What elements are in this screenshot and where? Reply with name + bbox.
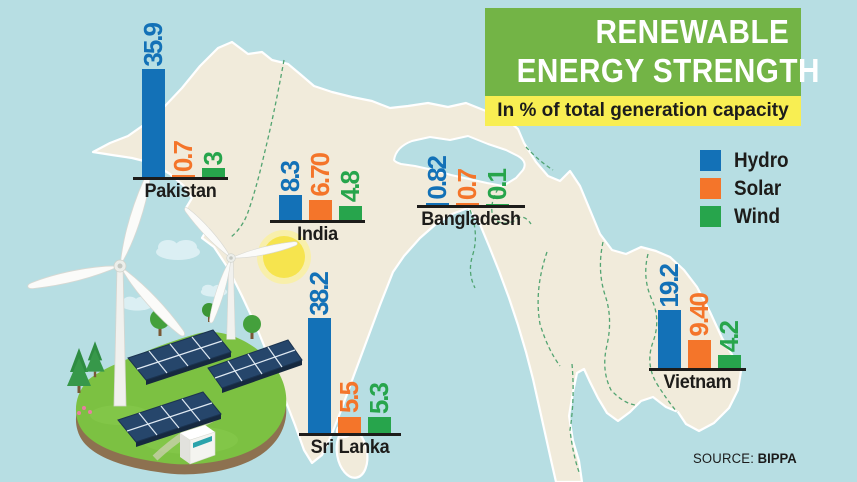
- subtitle-strip: In % of total generation capacity: [485, 96, 801, 126]
- chart-india: 8.3 6.70 4.8 India: [270, 0, 377, 245]
- legend-item-hydro: Hydro: [700, 150, 795, 171]
- cloud-icon: [121, 240, 228, 311]
- value-wind-bangladesh: 0.1: [481, 170, 512, 201]
- bar-hydro-pakistan: [142, 69, 165, 177]
- wind-swatch: [700, 206, 721, 227]
- bar-wind-india: [339, 205, 362, 220]
- wind-turbine-icon: [27, 175, 185, 407]
- legend: Hydro Solar Wind: [700, 150, 795, 234]
- wind-turbine-icon: [184, 207, 298, 340]
- source-line: SOURCE: BIPPA: [693, 451, 797, 466]
- bar-hydro-vietnam: [658, 310, 681, 368]
- island-illustration: [27, 175, 303, 475]
- baseline-bangladesh: [417, 205, 525, 208]
- chart-pakistan: 35.9 0.7 3 Pakistan: [133, 0, 240, 202]
- solar-swatch: [700, 178, 721, 199]
- source-name: BIPPA: [757, 451, 797, 466]
- title-banner: RENEWABLE ENERGY STRENGTH: [485, 8, 820, 96]
- legend-label-hydro: Hydro: [734, 149, 789, 172]
- country-label-india: India: [297, 224, 338, 245]
- bar-solar-vietnam: [688, 339, 711, 368]
- bar-wind-pakistan: [202, 168, 225, 177]
- value-solar-pakistan: 0.7: [167, 141, 198, 172]
- baseline-sri-lanka: [299, 433, 401, 436]
- value-hydro-pakistan: 35.9: [137, 23, 168, 67]
- country-label-bangladesh: Bangladesh: [421, 209, 521, 230]
- source-label: SOURCE:: [693, 451, 755, 466]
- value-solar-bangladesh: 0.7: [451, 169, 482, 200]
- value-hydro-bangladesh: 0.82: [421, 156, 452, 200]
- solar-panel-icon: [117, 329, 303, 447]
- bar-solar-pakistan: [172, 174, 195, 177]
- tree-icon: [67, 303, 261, 393]
- bar-solar-india: [309, 199, 332, 220]
- legend-item-wind: Wind: [700, 206, 795, 227]
- value-wind-pakistan: 3: [197, 152, 228, 165]
- chart-sri-lanka: 38.2 5.5 5.3 Sri Lanka: [299, 0, 413, 458]
- landmass-south-asia: [91, 40, 743, 482]
- battery-container-icon: [180, 425, 216, 465]
- bar-solar-bangladesh: [456, 202, 479, 205]
- bar-wind-vietnam: [718, 355, 741, 368]
- chart-bangladesh: 0.82 0.7 0.1 Bangladesh: [417, 0, 537, 230]
- country-label-pakistan: Pakistan: [144, 181, 217, 202]
- flower-dots: [77, 406, 92, 415]
- value-solar-sri-lanka: 5.5: [333, 383, 364, 414]
- hydro-swatch: [700, 150, 721, 171]
- value-hydro-vietnam: 19.2: [653, 264, 684, 308]
- bar-solar-sri-lanka: [338, 416, 361, 433]
- bar-hydro-bangladesh: [426, 202, 449, 205]
- legend-label-wind: Wind: [734, 205, 781, 228]
- country-label-sri-lanka: Sri Lanka: [310, 437, 390, 458]
- baseline-pakistan: [133, 177, 228, 180]
- chart-vietnam: 19.2 9.40 4.2 Vietnam: [649, 0, 758, 393]
- value-wind-sri-lanka: 5.3: [363, 383, 394, 415]
- title-line-1: RENEWABLE: [595, 13, 790, 50]
- value-wind-vietnam: 4.2: [713, 322, 744, 353]
- legend-item-solar: Solar: [700, 178, 795, 199]
- bar-wind-sri-lanka: [368, 417, 391, 433]
- value-hydro-sri-lanka: 38.2: [303, 272, 334, 316]
- country-label-vietnam: Vietnam: [663, 372, 732, 393]
- bar-wind-bangladesh: [486, 203, 509, 205]
- bay-inlet: [393, 135, 526, 187]
- bar-hydro-sri-lanka: [308, 318, 331, 433]
- baseline-india: [270, 220, 365, 223]
- value-solar-vietnam: 9.40: [683, 294, 714, 337]
- legend-label-solar: Solar: [734, 177, 782, 200]
- baseline-vietnam: [649, 368, 746, 371]
- bar-hydro-india: [279, 195, 302, 220]
- title-line-2: ENERGY STRENGTH: [516, 52, 820, 89]
- country-borders-dashed: [230, 59, 678, 473]
